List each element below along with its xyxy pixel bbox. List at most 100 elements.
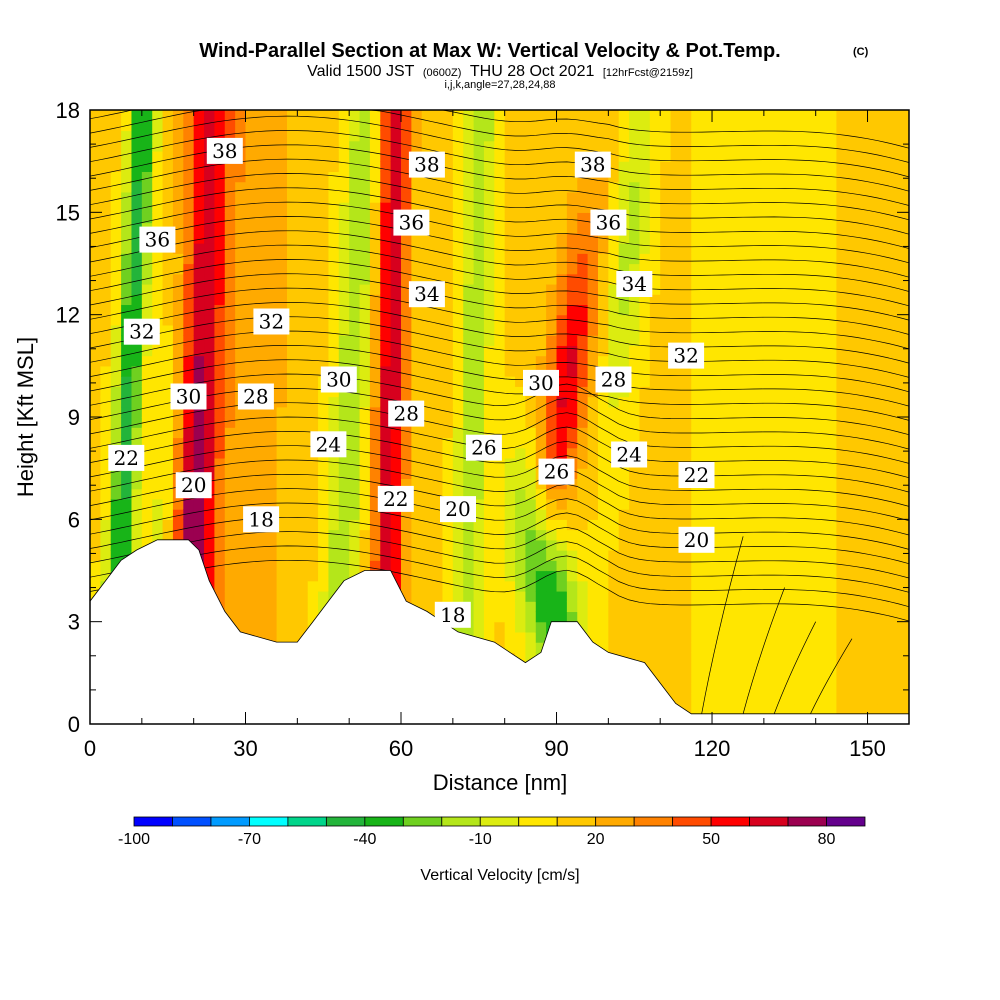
x-tick-label: 90 [544,736,568,761]
theta-label: 26 [538,458,575,485]
theta-label: 36 [139,226,176,253]
theta-label-text: 20 [445,497,470,521]
y-tick-label: 0 [68,712,80,737]
valid-utc: (0600Z) [423,67,462,79]
theta-contour-line [90,402,909,464]
theta-label-text: 34 [414,282,439,306]
theta-label: 26 [465,434,502,461]
theta-label-text: 28 [393,402,418,426]
colorbar-swatch [325,816,366,827]
theta-label: 28 [595,366,632,393]
theta-label: 20 [440,496,476,523]
theta-contour-line [90,302,909,364]
theta-label-text: 34 [622,272,647,296]
theta-label: 28 [237,383,274,410]
theta-label-text: 22 [383,487,408,511]
theta-contour-line [90,230,909,292]
theta-contour-line [90,488,909,550]
theta-label-text: 32 [259,310,284,334]
vertical-velocity-field [90,110,909,724]
theta-contour-line [90,430,909,493]
theta-label: 30 [523,369,559,396]
theta-label-text: 18 [248,507,273,531]
valid-time: Valid 1500 JST [307,63,415,80]
copyright-mark: (C) [853,46,869,58]
theta-contour-labels: 18 18 20 20 20 22 22 22 24 24 26 26 28 28 28 30 30 30 32 32… [108,137,715,628]
theta-label-text: 24 [616,443,641,467]
theta-label-text: 38 [212,139,237,163]
theta-label-text: 24 [316,432,341,456]
theta-contour-line [90,345,909,407]
theta-contour-lines [90,110,909,714]
theta-label: 22 [108,444,145,471]
colorbar-swatch [287,816,327,827]
colorbar-swatch [441,816,481,827]
theta-label-text: 28 [601,368,626,392]
theta-label-text: 38 [414,153,439,177]
theta-contour-line [90,359,909,421]
y-tick-label: 18 [56,98,80,123]
colorbar-swatch [402,816,443,827]
colorbar-swatch [210,816,250,827]
theta-contour-line [773,621,817,714]
colorbar-swatch [595,816,635,827]
theta-label-text: 32 [129,320,154,344]
theta-contour-line [90,559,909,622]
theta-contour-line [90,130,909,192]
chart-subtitle: Valid 1500 JST (0600Z) THU 28 Oct 2021 [… [307,63,693,80]
colorbar-swatch [249,816,289,827]
y-tick-label: 15 [56,200,80,225]
theta-label-text: 20 [684,528,709,552]
colorbar-label: 80 [818,831,836,848]
colorbar-label: 50 [702,831,720,848]
theta-contour-line [90,316,909,378]
theta-contour-line [90,173,909,235]
theta-label-text: 26 [544,460,569,484]
colorbar-label: -70 [238,831,261,848]
theta-label: 18 [434,601,471,628]
theta-contour-line [90,216,909,278]
theta-label: 32 [668,342,705,369]
forecast-info: [12hrFcst@2159z] [603,67,693,79]
theta-label: 38 [206,137,243,164]
theta-contour-line [810,638,853,714]
x-tick-label: 60 [389,736,413,761]
theta-label: 36 [393,209,430,236]
plot-area [90,110,909,724]
theta-label-text: 18 [440,603,465,627]
valid-date: THU 28 Oct 2021 [470,63,595,80]
theta-label: 32 [253,308,290,335]
theta-label: 22 [678,462,715,488]
x-tick-label: 120 [694,736,731,761]
theta-label: 20 [678,526,715,553]
theta-label: 36 [590,209,627,236]
theta-contour-line [90,445,909,507]
theta-contour-line [90,110,909,149]
theta-label-text: 30 [176,385,201,409]
theta-contour-line [90,373,909,436]
colorbar-swatch [787,816,827,827]
y-tick-label: 9 [68,405,80,430]
terrain-mask [90,539,909,724]
theta-label: 30 [320,366,357,393]
theta-label: 38 [574,151,611,178]
colorbar-swatch [749,816,789,827]
theta-label-text: 30 [326,368,351,392]
theta-label: 28 [388,400,425,427]
theta-label: 32 [123,318,160,345]
colorbar-swatch [672,816,712,827]
colorbar-swatch [710,816,750,827]
theta-contour-line [90,545,909,608]
theta-contour-line [90,110,909,163]
colorbar-label: -100 [118,831,150,848]
theta-label-text: 28 [243,385,268,409]
theta-label: 20 [175,472,212,499]
theta-contour-line [90,330,909,393]
theta-contour-line [90,459,909,522]
colorbar-label: -40 [353,831,376,848]
theta-contour-line [742,587,785,714]
y-axis-title: Height [Kft MSL] [13,337,38,497]
theta-label: 38 [408,151,445,178]
theta-label: 18 [243,506,280,533]
